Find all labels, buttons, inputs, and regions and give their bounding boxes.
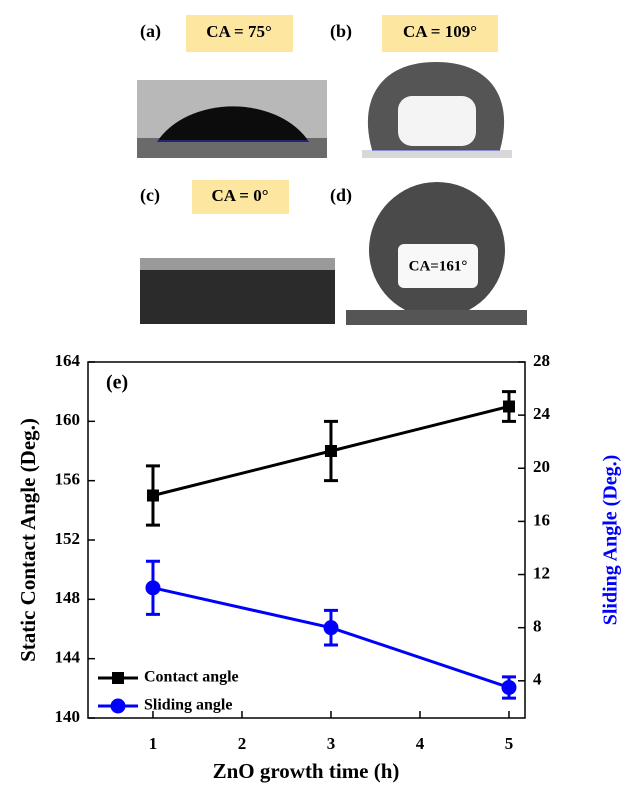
- plot-frame: [87, 361, 526, 719]
- y-tick-label: 148: [55, 588, 81, 607]
- y-axis-title: Static Contact Angle (Deg.): [16, 418, 40, 662]
- chart: (e) ZnO growth time (h) Static Contact A…: [16, 361, 622, 783]
- panel-label: (b): [330, 21, 352, 42]
- y-tick-label: 160: [55, 410, 81, 429]
- y-tick-label: 164: [55, 351, 81, 370]
- y2-tick-label: 16: [533, 510, 550, 529]
- panel-label: (e): [106, 372, 128, 394]
- x-tick-label: 4: [416, 734, 425, 753]
- ca-box: [382, 15, 498, 52]
- y-tick-label: 144: [55, 648, 81, 667]
- y2-tick-label: 28: [533, 351, 550, 370]
- y-tick-label: 156: [55, 470, 81, 489]
- y2-tick-label: 4: [533, 670, 542, 689]
- data-point: [324, 445, 337, 457]
- x-tick-label: 5: [505, 734, 514, 753]
- y2-tick-label: 8: [533, 617, 542, 636]
- x-tick-label: 2: [238, 734, 247, 753]
- photo-a: [137, 80, 327, 158]
- data-point: [323, 620, 339, 636]
- x-tick-label: 3: [327, 734, 336, 753]
- ca-text: CA = 0°: [211, 186, 268, 205]
- x-tick-label: 1: [149, 734, 158, 753]
- y-tick-label: 140: [55, 707, 81, 726]
- panel-label: (d): [330, 185, 352, 206]
- ca-text: CA=161°: [409, 258, 468, 274]
- ca-text: CA = 75°: [206, 22, 272, 41]
- y-tick-label: 152: [55, 529, 81, 548]
- photo-d: [346, 182, 527, 325]
- y2-axis-title: Sliding Angle (Deg.): [600, 455, 622, 626]
- y2-tick-label: 12: [533, 563, 550, 582]
- legend-marker: [112, 672, 124, 684]
- legend-label: Sliding angle: [144, 697, 232, 714]
- x-axis-title: ZnO growth time (h): [213, 759, 400, 783]
- y2-tick-label: 20: [533, 457, 550, 476]
- photo-c: [140, 258, 335, 324]
- data-point: [502, 400, 515, 413]
- ca-box: [192, 180, 289, 214]
- legend-marker: [110, 698, 126, 714]
- panel-label: (a): [140, 21, 161, 42]
- y2-tick-label: 24: [533, 404, 551, 423]
- photo-b: [362, 58, 512, 160]
- data-point: [501, 679, 517, 695]
- data-point: [145, 580, 161, 596]
- legend-label: Contact angle: [144, 669, 239, 686]
- panel-label: (c): [140, 185, 160, 206]
- ca-box: [186, 15, 293, 52]
- data-point: [146, 489, 159, 502]
- ca-text: CA = 109°: [403, 22, 477, 41]
